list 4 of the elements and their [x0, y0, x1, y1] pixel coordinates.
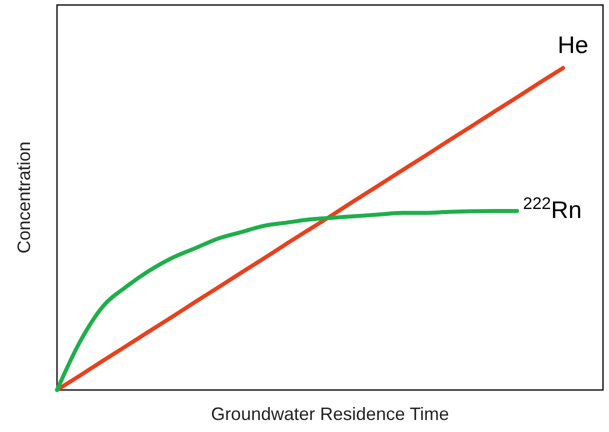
- x-axis-title: Groundwater Residence Time: [210, 404, 450, 424]
- series-label: $^{222}$Rn: [523, 193, 582, 224]
- y-axis-title: Concentration: [14, 141, 34, 254]
- series-label: He: [558, 32, 588, 59]
